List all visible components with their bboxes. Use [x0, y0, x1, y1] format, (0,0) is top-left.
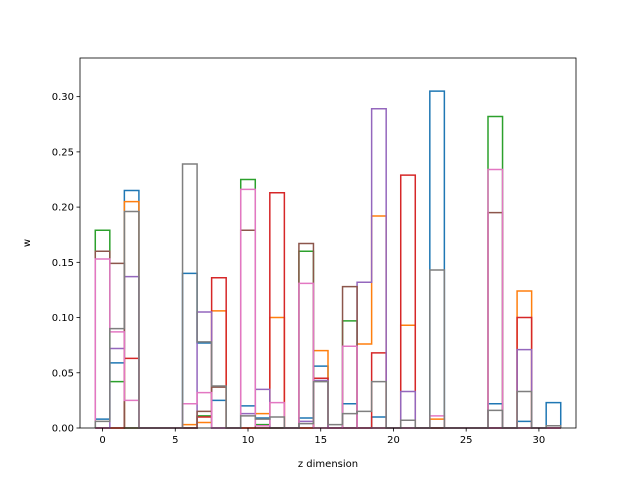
x-tick-label: 25 [460, 435, 473, 446]
axes-frame [79, 57, 577, 429]
ticks-layer: 0 5 10 15 20 25 30 0.00 0.05 0.10 0.15 0.20 0.25 0.30 [52, 92, 546, 446]
y-tick-label: 0.20 [52, 203, 74, 214]
x-tick-label: 0 [99, 435, 105, 446]
x-tick-label: 10 [242, 435, 255, 446]
y-tick-label: 0.25 [52, 147, 74, 158]
x-tick-label: 5 [172, 435, 178, 446]
y-tick-label: 0.00 [52, 424, 74, 435]
y-tick-label: 0.10 [52, 313, 74, 324]
y-tick-label: 0.30 [52, 92, 74, 103]
series-8-step-line [94, 163, 562, 429]
x-axis-label: z dimension [298, 459, 358, 470]
y-tick-label: 0.15 [52, 258, 74, 269]
y-axis-label: w [22, 239, 33, 247]
x-tick-label: 30 [533, 435, 546, 446]
y-tick-label: 0.05 [52, 368, 74, 379]
x-tick-label: 20 [387, 435, 400, 446]
series-8 [94, 163, 562, 429]
x-tick-label: 15 [314, 435, 327, 446]
